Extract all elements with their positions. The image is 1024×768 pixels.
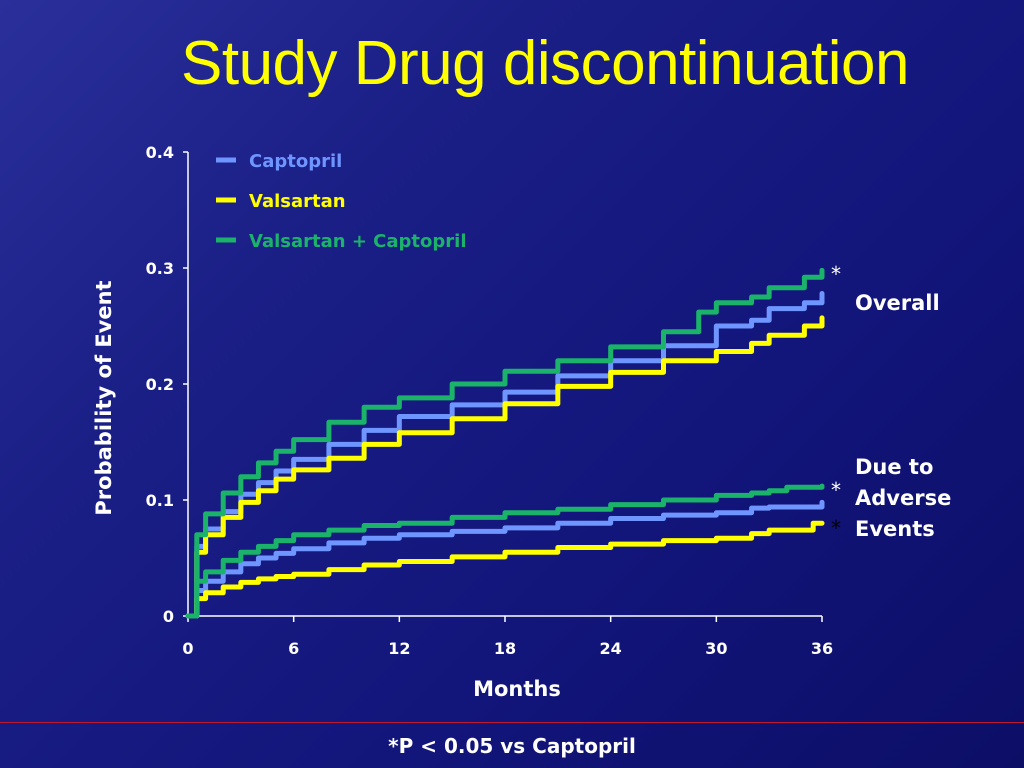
x-axis-label: Months [473, 677, 561, 701]
series-line-captopril-adverse [185, 499, 825, 619]
y-axis-label: Probability of Event [92, 280, 116, 515]
significance-star-adverse-valsartan: * [831, 516, 841, 540]
x-tick-label: 36 [811, 639, 833, 658]
footer-divider [0, 722, 1024, 723]
y-tick-label: 0.4 [146, 143, 174, 162]
significance-star-adverse-combo: * [831, 478, 841, 502]
x-tick-label: 24 [600, 639, 622, 658]
annotation-adverse-line1: Due to [855, 455, 934, 479]
significance-star-overall-combo: * [831, 262, 841, 286]
series-line-captopril-overall [185, 291, 825, 619]
x-tick-label: 30 [705, 639, 727, 658]
series-line-valsartan-captopril-overall [185, 267, 825, 619]
y-tick-label: 0 [163, 607, 174, 626]
y-tick-label: 0.1 [146, 491, 174, 510]
series-line-valsartan-captopril-adverse [185, 483, 825, 619]
series-line-valsartan-overall [185, 315, 825, 619]
annotation-adverse-line2: Adverse [855, 486, 952, 510]
annotation-adverse-line3: Events [855, 517, 935, 541]
slide-title: Study Drug discontinuation [180, 29, 910, 98]
legend-label-valsartan-captopril: Valsartan + Captopril [249, 231, 467, 252]
series-line-valsartan-adverse [185, 520, 825, 619]
x-tick-label: 18 [494, 639, 516, 658]
x-tick-label: 0 [182, 639, 193, 658]
x-tick-label: 6 [288, 639, 299, 658]
y-tick-label: 0.2 [146, 375, 174, 394]
x-tick-label: 12 [388, 639, 410, 658]
y-tick-label: 0.3 [146, 259, 174, 278]
legend-label-valsartan: Valsartan [249, 191, 346, 212]
legend-label-captopril: Captopril [249, 151, 342, 172]
footnote: *P < 0.05 vs Captopril [388, 734, 636, 758]
annotation-overall: Overall [855, 291, 940, 315]
